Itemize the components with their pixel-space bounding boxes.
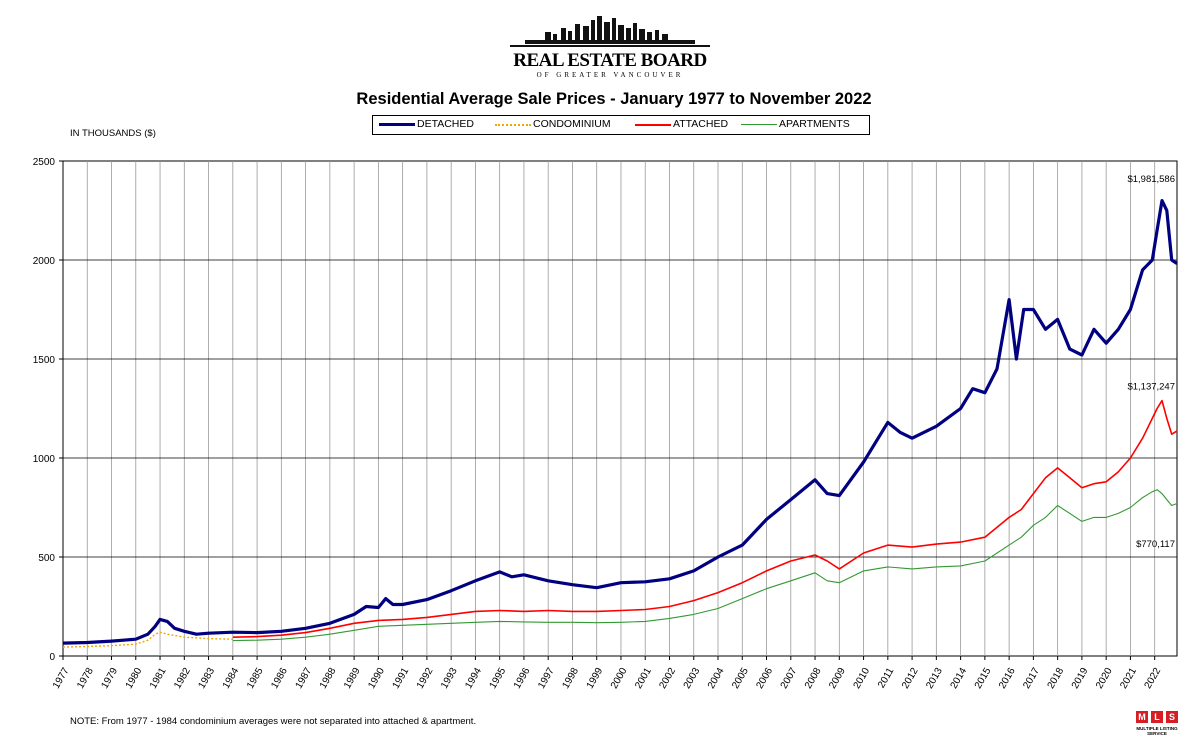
x-tick-label: 2000 [609,666,630,691]
x-tick-label: 2006 [754,666,775,691]
legend-swatch-condominium [495,124,531,126]
x-tick-label: 2004 [706,666,727,691]
x-tick-label: 1982 [172,666,193,691]
x-tick-label: 1986 [269,666,290,691]
y-tick-label: 500 [38,553,55,564]
x-tick-label: 2012 [900,666,921,691]
x-tick-label: 1989 [342,666,363,691]
x-tick-label: 2015 [973,666,994,691]
x-tick-label: 2014 [949,666,970,691]
x-tick-label: 1995 [488,666,509,691]
x-tick-label: 2003 [682,666,703,691]
legend-swatch-detached [379,123,415,126]
mls-letter-m: M [1136,711,1148,723]
y-tick-label: 2000 [33,256,56,267]
x-tick-label: 1997 [536,666,557,691]
plot-area [62,160,1178,657]
legend-swatch-attached [635,124,671,126]
x-tick-label: 1990 [366,666,387,691]
x-tick-label: 2019 [1070,666,1091,691]
y-axis-units-label: IN THOUSANDS ($) [70,128,156,139]
chart-title: Residential Average Sale Prices - Januar… [356,90,872,108]
legend-label-detached: DETACHED [417,118,474,130]
x-tick-label: 1993 [439,666,460,691]
x-tick-label: 1992 [415,666,436,691]
x-tick-label: 1985 [245,666,266,691]
mls-tagline: MULTIPLE LISTING SERVICE [1136,726,1178,736]
logo-name: REAL ESTATE BOARD [513,50,707,71]
annotation-attached: $1,137,247 [1127,382,1175,393]
x-tick-label: 1987 [294,666,315,691]
legend-label-condominium: CONDOMINIUM [533,118,611,130]
x-tick-label: 1988 [318,666,339,691]
x-tick-label: 1980 [124,666,145,691]
price-chart: 1977 1978 1979 1980 1981 1982 1983 1984 1985 1986… [33,157,1178,691]
x-tick-label: 1994 [463,666,484,691]
mls-letter-l: L [1151,711,1163,723]
x-tick-label: 2011 [876,666,896,691]
x-tick-label: 1981 [148,666,169,691]
footnote: NOTE: From 1977 - 1984 condominium avera… [70,716,477,727]
legend-label-attached: ATTACHED [673,118,729,130]
skyline-icon [510,16,710,47]
y-tick-label: 1000 [33,454,56,465]
legend-swatch-apartments [741,124,777,125]
chart-legend: DETACHED CONDOMINIUM ATTACHED APARTMENTS [372,115,870,135]
x-tick-label: 2008 [803,666,824,691]
x-tick-label: 1978 [75,666,96,691]
y-tick-label: 2500 [33,157,56,168]
series-line-apartments [232,489,1178,642]
mls-letter-s: S [1166,711,1178,723]
x-tick-label: 2016 [997,666,1018,691]
series-line-detached [62,198,1178,645]
x-tick-label: 2022 [1143,666,1164,691]
series-line-attached [232,399,1178,638]
x-tick-label: 2018 [1046,666,1067,691]
x-tick-label: 1979 [99,666,120,691]
x-tick-label: 1984 [221,666,242,691]
x-tick-label: 2010 [852,666,873,691]
annotation-detached: $1,981,586 [1127,174,1175,185]
x-tick-label: 1996 [512,666,533,691]
annotation-apartments: $770,117 [1136,539,1175,550]
logo-subtitle: OF GREATER VANCOUVER [536,71,684,79]
x-tick-label: 2017 [1021,666,1042,691]
x-tick-label: 2005 [730,666,751,691]
mls-logo: M L S MULTIPLE LISTING SERVICE [1126,711,1188,737]
x-tick-label: 2002 [657,666,678,691]
board-logo: REAL ESTATE BOARD OF GREATER VANCOUVER [505,14,715,80]
x-tick-label: 2020 [1094,666,1115,691]
x-tick-label: 2009 [827,666,848,691]
x-tick-label: 1991 [391,666,412,691]
legend-label-apartments: APARTMENTS [779,118,850,130]
y-tick-label: 0 [49,652,55,663]
y-tick-label: 1500 [33,355,56,366]
x-tick-label: 2007 [779,666,800,691]
x-tick-label: 2021 [1118,666,1139,691]
x-tick-label: 1999 [585,666,606,691]
x-tick-label: 1977 [51,666,72,691]
x-tick-label: 2001 [633,666,654,691]
x-tick-label: 2013 [924,666,945,691]
x-tick-label: 1998 [560,666,581,691]
series-line-condominium [62,631,233,648]
x-tick-label: 1983 [197,666,218,691]
